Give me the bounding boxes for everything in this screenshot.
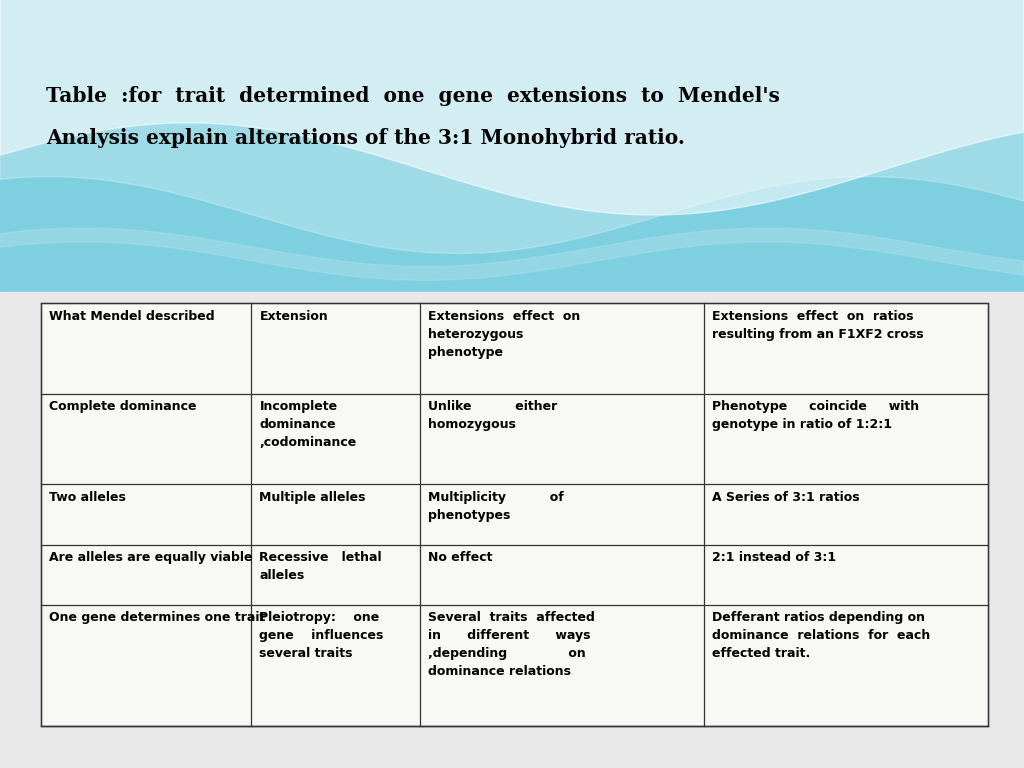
- Text: Defferant ratios depending on
dominance  relations  for  each
effected trait.: Defferant ratios depending on dominance …: [713, 611, 931, 660]
- Text: Analysis explain alterations of the 3:1 Monohybrid ratio.: Analysis explain alterations of the 3:1 …: [46, 128, 685, 148]
- Text: Pleiotropy:    one
gene    influences
several traits: Pleiotropy: one gene influences several …: [259, 611, 384, 660]
- FancyBboxPatch shape: [41, 303, 988, 726]
- Text: Extension: Extension: [259, 310, 328, 323]
- Text: Unlike          either
homozygous: Unlike either homozygous: [428, 400, 557, 431]
- Text: Multiple alleles: Multiple alleles: [259, 491, 366, 504]
- Text: What Mendel described: What Mendel described: [49, 310, 215, 323]
- Text: Are alleles are equally viable: Are alleles are equally viable: [49, 551, 253, 564]
- Text: A Series of 3:1 ratios: A Series of 3:1 ratios: [713, 491, 860, 504]
- Text: Extensions  effect  on
heterozygous
phenotype: Extensions effect on heterozygous phenot…: [428, 310, 581, 359]
- Text: Incomplete
dominance
,codominance: Incomplete dominance ,codominance: [259, 400, 356, 449]
- Text: Two alleles: Two alleles: [49, 491, 126, 504]
- Text: Table  :for  trait  determined  one  gene  extensions  to  Mendel's: Table :for trait determined one gene ext…: [46, 86, 780, 106]
- Text: Several  traits  affected
in      different      ways
,depending              on: Several traits affected in different way…: [428, 611, 595, 678]
- Text: Extensions  effect  on  ratios
resulting from an F1XF2 cross: Extensions effect on ratios resulting fr…: [713, 310, 924, 340]
- Text: Complete dominance: Complete dominance: [49, 400, 197, 413]
- Text: Multiplicity          of
phenotypes: Multiplicity of phenotypes: [428, 491, 564, 521]
- Text: One gene determines one trait: One gene determines one trait: [49, 611, 265, 624]
- Text: No effect: No effect: [428, 551, 493, 564]
- Text: Phenotype     coincide     with
genotype in ratio of 1:2:1: Phenotype coincide with genotype in rati…: [713, 400, 920, 431]
- Text: Recessive   lethal
alleles: Recessive lethal alleles: [259, 551, 382, 582]
- Text: 2:1 instead of 3:1: 2:1 instead of 3:1: [713, 551, 837, 564]
